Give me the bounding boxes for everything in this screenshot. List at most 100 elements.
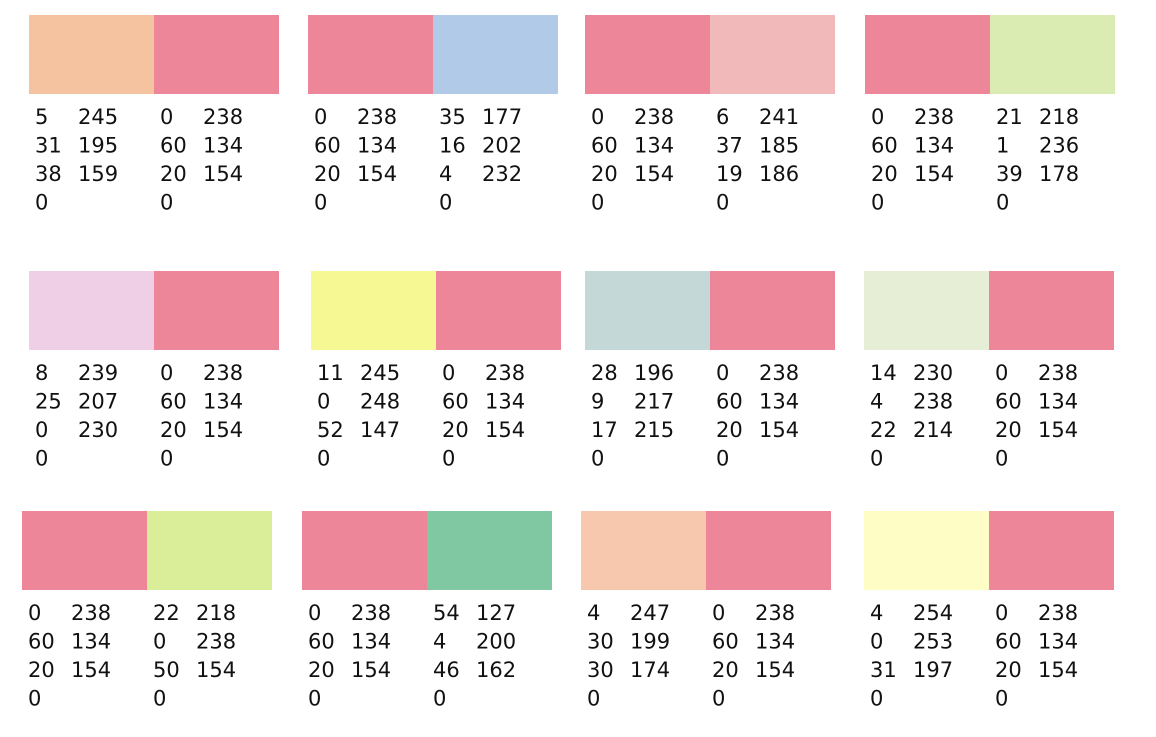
cmyk-value: 1 <box>996 134 1009 158</box>
rgb-value: 134 <box>71 630 111 654</box>
cmyk-value: 50 <box>153 658 180 682</box>
rgb-value: 238 <box>196 630 236 654</box>
rgb-value: 162 <box>476 658 516 682</box>
rgb-value: 127 <box>476 601 516 625</box>
cmyk-value: 30 <box>587 630 614 654</box>
rgb-value: 247 <box>630 601 670 625</box>
cmyk-value: 14 <box>870 361 897 385</box>
color-swatch <box>585 271 710 350</box>
rgb-value: 236 <box>1039 134 1079 158</box>
cmyk-value: 20 <box>28 658 55 682</box>
cmyk-value: 20 <box>995 658 1022 682</box>
rgb-value: 238 <box>1038 601 1078 625</box>
cmyk-value: 54 <box>433 601 460 625</box>
rgb-value: 248 <box>360 390 400 414</box>
cmyk-value: 60 <box>712 630 739 654</box>
cmyk-value: 20 <box>995 418 1022 442</box>
cmyk-value: 39 <box>996 162 1023 186</box>
rgb-value: 154 <box>755 658 795 682</box>
cmyk-value: 4 <box>433 630 446 654</box>
cmyk-value: 4 <box>439 162 452 186</box>
cmyk-value: 20 <box>712 658 739 682</box>
cmyk-value: 0 <box>317 390 330 414</box>
rgb-value: 134 <box>351 630 391 654</box>
cmyk-value: 30 <box>587 658 614 682</box>
cmyk-value: 60 <box>442 390 469 414</box>
rgb-value: 154 <box>634 162 674 186</box>
cmyk-value: 60 <box>308 630 335 654</box>
rgb-value: 154 <box>485 418 525 442</box>
cmyk-value: 60 <box>591 134 618 158</box>
cmyk-value: 0 <box>995 361 1008 385</box>
rgb-value: 134 <box>203 390 243 414</box>
cmyk-value: 25 <box>35 390 62 414</box>
cmyk-value: 0 <box>716 361 729 385</box>
color-swatch <box>989 511 1114 590</box>
rgb-value: 178 <box>1039 162 1079 186</box>
rgb-value: 196 <box>634 361 674 385</box>
rgb-value: 154 <box>203 162 243 186</box>
cmyk-value: 19 <box>716 162 743 186</box>
color-swatch <box>706 511 831 590</box>
color-swatch <box>427 511 552 590</box>
cmyk-value: 20 <box>160 162 187 186</box>
cmyk-value: 60 <box>871 134 898 158</box>
rgb-value: 254 <box>913 601 953 625</box>
color-swatch <box>989 271 1114 350</box>
color-swatch <box>302 511 427 590</box>
rgb-value: 134 <box>357 134 397 158</box>
cmyk-value: 60 <box>160 390 187 414</box>
rgb-value: 134 <box>203 134 243 158</box>
cmyk-value: 0 <box>995 447 1008 471</box>
rgb-value: 245 <box>360 361 400 385</box>
rgb-value: 199 <box>630 630 670 654</box>
rgb-value: 154 <box>759 418 799 442</box>
color-swatch <box>581 511 706 590</box>
rgb-value: 241 <box>759 105 799 129</box>
rgb-value: 202 <box>482 134 522 158</box>
cmyk-value: 31 <box>35 134 62 158</box>
cmyk-value: 0 <box>587 687 600 711</box>
cmyk-value: 11 <box>317 361 344 385</box>
cmyk-value: 0 <box>995 687 1008 711</box>
cmyk-value: 6 <box>716 105 729 129</box>
rgb-value: 238 <box>485 361 525 385</box>
color-swatch <box>29 271 154 350</box>
color-swatch <box>433 15 558 94</box>
cmyk-value: 5 <box>35 105 48 129</box>
rgb-value: 245 <box>78 105 118 129</box>
rgb-value: 134 <box>1038 630 1078 654</box>
cmyk-value: 9 <box>591 390 604 414</box>
cmyk-value: 0 <box>439 191 452 215</box>
cmyk-value: 0 <box>996 191 1009 215</box>
cmyk-value: 0 <box>160 447 173 471</box>
rgb-value: 217 <box>634 390 674 414</box>
rgb-value: 238 <box>759 361 799 385</box>
rgb-value: 154 <box>1038 418 1078 442</box>
cmyk-value: 20 <box>308 658 335 682</box>
color-swatch <box>29 15 154 94</box>
cmyk-value: 0 <box>160 105 173 129</box>
cmyk-value: 0 <box>317 447 330 471</box>
color-swatch <box>710 271 835 350</box>
cmyk-value: 20 <box>716 418 743 442</box>
rgb-value: 134 <box>759 390 799 414</box>
cmyk-value: 0 <box>591 447 604 471</box>
cmyk-value: 60 <box>716 390 743 414</box>
color-swatch <box>864 511 989 590</box>
rgb-value: 207 <box>78 390 118 414</box>
rgb-value: 230 <box>913 361 953 385</box>
cmyk-value: 0 <box>153 687 166 711</box>
rgb-value: 147 <box>360 418 400 442</box>
rgb-value: 230 <box>78 418 118 442</box>
rgb-value: 218 <box>1039 105 1079 129</box>
cmyk-value: 0 <box>995 601 1008 625</box>
color-swatch <box>147 511 272 590</box>
rgb-value: 154 <box>71 658 111 682</box>
cmyk-value: 0 <box>314 191 327 215</box>
color-swatch <box>710 15 835 94</box>
rgb-value: 232 <box>482 162 522 186</box>
cmyk-value: 16 <box>439 134 466 158</box>
rgb-value: 134 <box>634 134 674 158</box>
cmyk-value: 0 <box>870 447 883 471</box>
